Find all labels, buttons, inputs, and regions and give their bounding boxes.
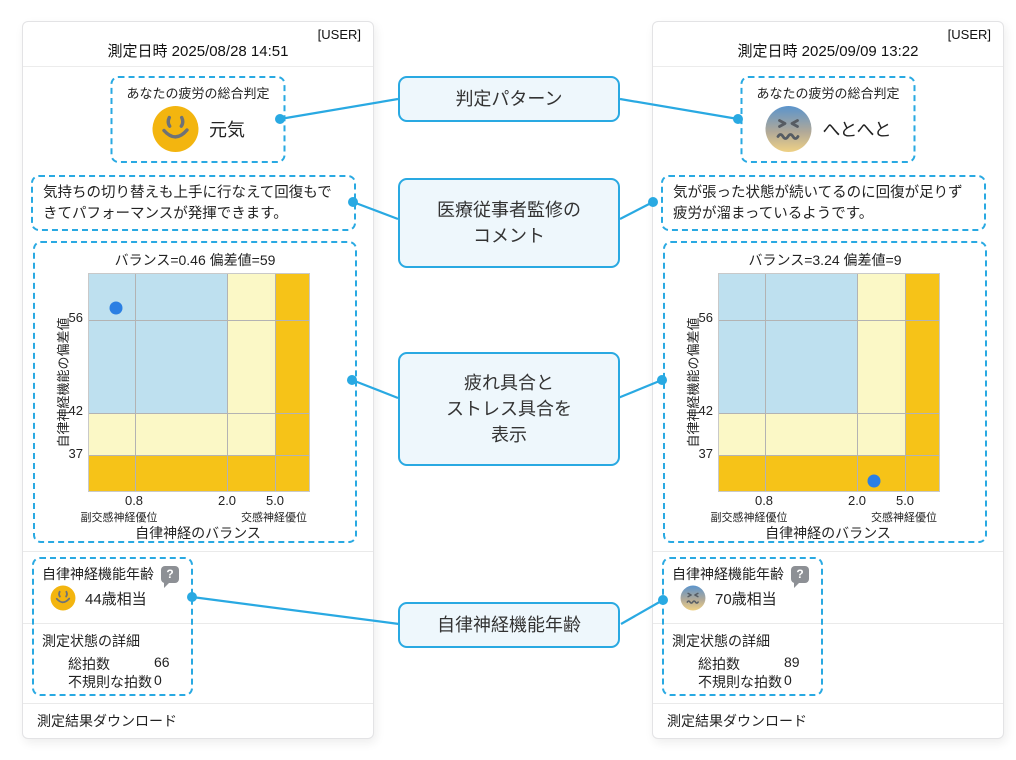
exhausted-face-icon bbox=[765, 106, 812, 152]
scatter-plot bbox=[718, 273, 940, 492]
x-tick: 5.0 bbox=[895, 493, 915, 508]
connector-line bbox=[619, 201, 654, 220]
divider bbox=[23, 551, 373, 552]
detail-value: 0 bbox=[154, 672, 162, 688]
detail-label: 不規則な拍数 bbox=[68, 674, 152, 690]
x-tick: 5.0 bbox=[265, 493, 285, 508]
panel-header: [USER] 測定日時 2025/08/28 14:51 bbox=[23, 22, 373, 67]
y-tick: 37 bbox=[68, 446, 83, 461]
measurement-panel-left: [USER] 測定日時 2025/08/28 14:51 あなたの疲労の総合判定… bbox=[22, 21, 374, 739]
data-point bbox=[109, 301, 123, 315]
measurement-datetime: 測定日時 2025/09/09 13:22 bbox=[737, 43, 919, 60]
detail-value: 0 bbox=[784, 672, 792, 688]
y-tick: 56 bbox=[68, 310, 83, 325]
callout-autonomic-age: 自律神経機能年齢 bbox=[398, 602, 620, 648]
sympathetic-zone-label: 交感神経優位 bbox=[871, 512, 937, 524]
detail-label: 総拍数 bbox=[68, 656, 110, 672]
age-value: 44歳相当 bbox=[85, 590, 147, 608]
x-tick: 0.8 bbox=[124, 493, 144, 508]
download-results-link[interactable]: 測定結果ダウンロード bbox=[667, 713, 807, 729]
age-value: 70歳相当 bbox=[715, 590, 777, 608]
balance-chart-section: バランス=3.24 偏差値=9 自律神経機能の偏差値 56 42 37 0.8 … bbox=[663, 241, 987, 543]
detail-row: 不規則な拍数 0 bbox=[698, 672, 815, 692]
callout-fatigue-stress-display: 疲れ具合と ストレス具合を 表示 bbox=[398, 352, 620, 466]
stress-zone-good bbox=[89, 274, 227, 413]
callout-judgment-pattern: 判定パターン bbox=[398, 76, 620, 122]
parasympathetic-zone-label: 副交感神経優位 bbox=[710, 512, 788, 524]
detail-row: 総拍数 89 bbox=[698, 654, 815, 674]
divider bbox=[653, 703, 1003, 704]
judgment-title: あなたの疲労の総合判定 bbox=[126, 86, 270, 101]
smile-face-icon bbox=[151, 106, 198, 152]
stress-zone-good bbox=[719, 274, 857, 413]
download-results-link[interactable]: 測定結果ダウンロード bbox=[37, 713, 177, 729]
x-tick: 0.8 bbox=[754, 493, 774, 508]
age-section-title: 自律神経機能年齢 bbox=[42, 566, 154, 582]
supervised-comment: 気が張った状態が続いてるのに回復が足りず疲労が溜まっているようです。 bbox=[661, 175, 986, 231]
user-label: [USER] bbox=[317, 27, 361, 42]
chart-title: バランス=3.24 偏差値=9 bbox=[748, 252, 902, 268]
judgment-section: あなたの疲労の総合判定 元気 bbox=[110, 76, 286, 163]
detail-value: 89 bbox=[784, 654, 800, 670]
y-tick: 42 bbox=[698, 403, 713, 418]
detail-row: 総拍数 66 bbox=[68, 654, 185, 674]
divider bbox=[23, 703, 373, 704]
judgment-title: あなたの疲労の総合判定 bbox=[756, 86, 900, 101]
parasympathetic-zone-label: 副交感神経優位 bbox=[80, 512, 158, 524]
details-title: 測定状態の詳細 bbox=[42, 633, 140, 649]
scatter-plot bbox=[88, 273, 310, 492]
divider bbox=[653, 623, 1003, 624]
x-tick: 2.0 bbox=[847, 493, 867, 508]
detail-label: 総拍数 bbox=[698, 656, 740, 672]
autonomic-age-section: 自律神経機能年齢 ? 70歳相当 測定状態の詳細 総拍数 bbox=[662, 557, 823, 696]
balance-chart-section: バランス=0.46 偏差値=59 自律神経機能の偏差値 56 42 37 0.8… bbox=[33, 241, 357, 543]
judgment-result-label: 元気 bbox=[208, 120, 245, 140]
y-tick: 37 bbox=[698, 446, 713, 461]
y-tick: 56 bbox=[698, 310, 713, 325]
supervised-comment: 気持ちの切り替えも上手に行なえて回復もできてパフォーマンスが発揮できます。 bbox=[31, 175, 356, 231]
measurement-panel-right: [USER] 測定日時 2025/09/09 13:22 あなたの疲労の総合判定… bbox=[652, 21, 1004, 739]
y-tick: 42 bbox=[68, 403, 83, 418]
sympathetic-zone-label: 交感神経優位 bbox=[241, 512, 307, 524]
detail-row: 不規則な拍数 0 bbox=[68, 672, 185, 692]
x-axis-label: 自律神経のバランス bbox=[765, 525, 891, 541]
judgment-section: あなたの疲労の総合判定 へとへと bbox=[740, 76, 916, 163]
autonomic-age-section: 自律神経機能年齢 ? 44歳相当 測定状態の詳細 総拍数 66 不規則な拍数 0 bbox=[32, 557, 193, 696]
age-section-title: 自律神経機能年齢 bbox=[672, 566, 784, 582]
chart-title: バランス=0.46 偏差値=59 bbox=[114, 252, 276, 268]
x-axis-label: 自律神経のバランス bbox=[135, 525, 261, 541]
detail-value: 66 bbox=[154, 654, 170, 670]
divider bbox=[653, 551, 1003, 552]
x-tick: 2.0 bbox=[217, 493, 237, 508]
measurement-datetime: 測定日時 2025/08/28 14:51 bbox=[107, 43, 289, 60]
panel-header: [USER] 測定日時 2025/09/09 13:22 bbox=[653, 22, 1003, 67]
details-title: 測定状態の詳細 bbox=[672, 633, 770, 649]
callout-supervised-comment: 医療従事者監修の コメント bbox=[398, 178, 620, 268]
detail-label: 不規則な拍数 bbox=[698, 674, 782, 690]
judgment-result-label: へとへと bbox=[822, 120, 892, 140]
question-icon[interactable]: ? bbox=[161, 565, 179, 588]
smile-face-icon bbox=[50, 585, 76, 611]
exhausted-face-icon bbox=[680, 585, 706, 611]
data-point bbox=[867, 474, 881, 488]
user-label: [USER] bbox=[947, 27, 991, 42]
question-icon[interactable]: ? bbox=[791, 565, 809, 588]
